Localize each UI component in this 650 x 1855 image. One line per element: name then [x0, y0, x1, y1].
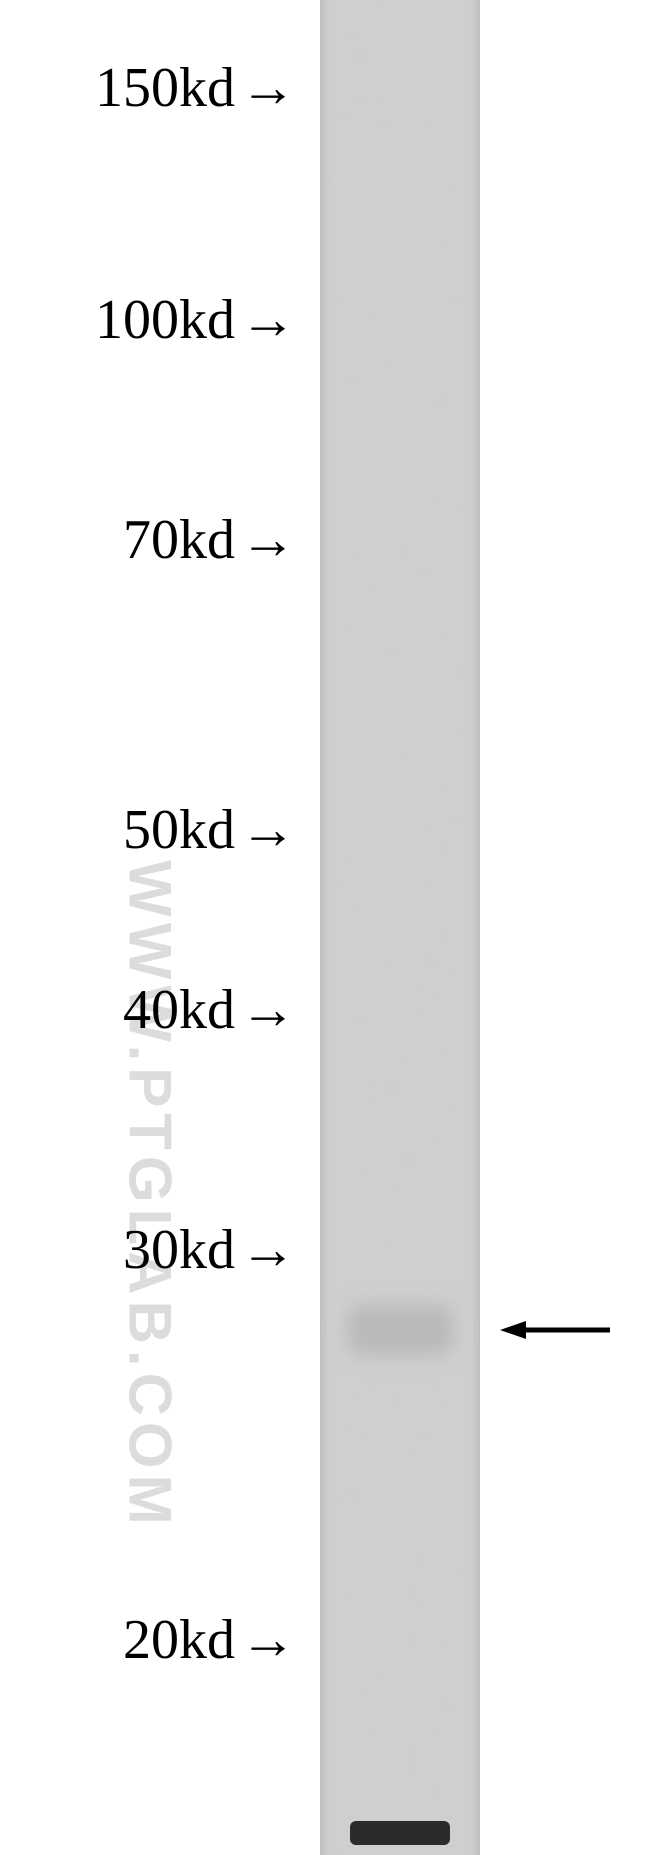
mw-marker-arrow-icon: → [240, 798, 296, 862]
mw-marker-arrow-icon: → [240, 1218, 296, 1282]
mw-marker-arrow-icon: → [240, 288, 296, 352]
mw-marker-label: 30kd [0, 1218, 235, 1282]
band-indicator-arrow [480, 1300, 630, 1360]
mw-marker-arrow-icon: → [240, 508, 296, 572]
watermark-text: WWW.PTGLAB.COM [116, 860, 185, 1531]
blot-canvas: WWW.PTGLAB.COM 150kd→100kd→70kd→50kd→40k… [0, 0, 650, 1855]
mw-marker-label: 40kd [0, 978, 235, 1042]
mw-marker-label: 100kd [0, 288, 235, 352]
mw-marker-arrow-icon: → [240, 978, 296, 1042]
mw-marker-label: 20kd [0, 1608, 235, 1672]
blot-lane [320, 0, 480, 1855]
mw-marker-label: 70kd [0, 508, 235, 572]
mw-marker-label: 150kd [0, 56, 235, 120]
mw-marker-label: 50kd [0, 798, 235, 862]
mw-marker-arrow-icon: → [240, 1608, 296, 1672]
mw-marker-arrow-icon: → [240, 56, 296, 120]
